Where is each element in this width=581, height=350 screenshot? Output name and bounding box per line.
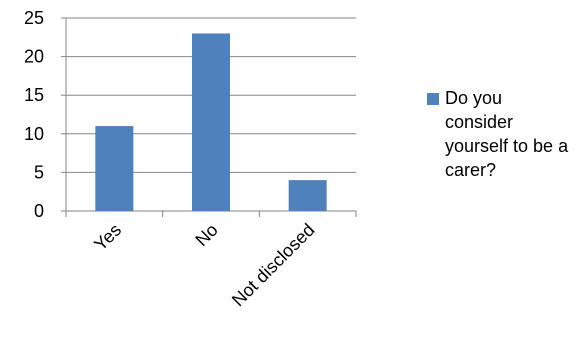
y-tick-label: 25 — [24, 8, 44, 28]
bar — [95, 126, 134, 211]
y-tick-label: 5 — [34, 162, 44, 182]
legend-swatch — [427, 93, 439, 105]
bar — [288, 180, 327, 211]
y-tick-label: 0 — [34, 201, 44, 221]
legend-label: Do you consider yourself to be a carer? — [445, 88, 569, 180]
x-category-label: Not disclosed — [228, 220, 319, 311]
bar — [192, 33, 230, 211]
x-category-label: No — [191, 220, 221, 250]
y-tick-label: 10 — [24, 124, 44, 144]
x-category-label: Yes — [90, 220, 125, 255]
y-tick-label: 15 — [24, 85, 44, 105]
y-tick-label: 20 — [24, 47, 44, 67]
